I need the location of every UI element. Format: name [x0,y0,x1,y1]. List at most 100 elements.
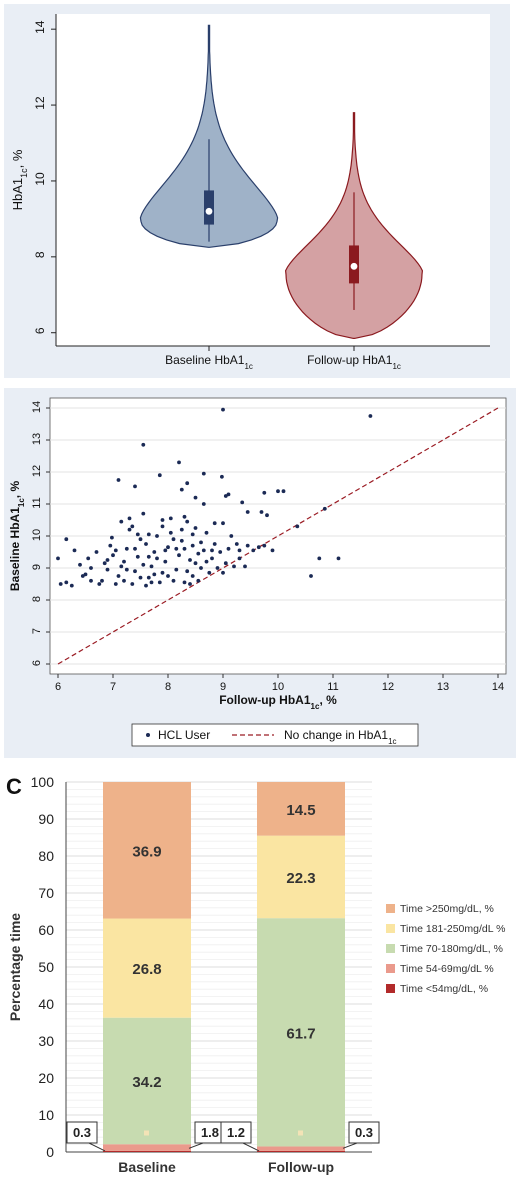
callout-leader [88,1142,106,1152]
data-point [160,524,165,529]
callout-label: 0.3 [73,1125,91,1140]
x-tick-label: 14 [492,681,504,693]
stacked-bar-chart: 0 10 20 30 40 50 60 70 80 90 100 Percentage time Bas… [7,774,505,1175]
legend-swatch [386,964,395,973]
bar-segment [103,1144,191,1151]
data-point [133,569,137,574]
data-point [245,543,250,548]
x-tick-label: Follow-up HbA11c [307,353,401,371]
data-point [116,478,121,482]
data-point [105,567,110,572]
data-point [201,471,206,476]
data-label: 14.5 [286,802,315,819]
data-point [229,534,234,538]
y-tick-label: 90 [38,811,54,827]
x-tick-label: 6 [55,681,61,693]
data-point [262,490,267,495]
data-point [155,556,159,561]
data-point [220,474,224,479]
data-point [105,558,110,562]
y-tick-label: 100 [31,774,55,790]
legend-label-hcl: HCL User [158,728,210,742]
callout-box [220,1121,252,1144]
y-tick-label: 70 [38,885,54,901]
data-point [221,521,225,526]
x-tick-label: Baseline HbA11c [165,353,253,371]
x-tick-label: 11 [327,681,338,693]
data-point [226,546,231,551]
y-tick-label: 20 [38,1070,54,1086]
y-tick-label: 40 [38,996,54,1012]
bar-segment [103,1150,191,1152]
data-point [157,580,162,585]
data-point [204,559,209,564]
data-point [251,548,256,553]
data-point [113,548,118,553]
y-tick-label: 6 [31,660,43,666]
y-tick-label: 12 [33,96,47,110]
data-label: 61.7 [286,1025,315,1042]
legend-swatch [386,924,395,933]
data-point [179,538,184,543]
bar-segment [103,782,191,919]
data-point [135,554,140,559]
x-tick-label: 13 [437,681,449,693]
data-point [100,578,104,583]
data-point [113,582,118,586]
data-point [185,481,190,486]
data-point [196,578,201,583]
data-point [86,556,91,561]
data-point [168,530,173,535]
median-marker [350,262,358,270]
data-point [64,580,69,585]
y-axis-title: HbA11c, % [10,149,29,210]
data-point [212,542,217,546]
panel-label-c: C [6,774,22,799]
segment-marker [298,1130,303,1136]
data-point [174,567,179,572]
y-tick-label: 80 [38,848,54,864]
data-label: 34.2 [132,1074,161,1091]
y-tick-label: 12 [31,465,43,477]
data-label: 22.3 [286,870,315,887]
x-axis-title: Follow-up HbA11c, % [219,693,337,711]
data-point [78,562,82,567]
y-tick-label: 11 [31,497,43,508]
data-point [152,550,157,554]
data-point [160,570,165,575]
data-point [146,554,151,559]
data-point [265,513,269,518]
median-marker [205,207,213,215]
data-point [166,545,170,550]
data-point [133,546,137,551]
data-point [144,542,148,546]
bar-segment [257,835,345,919]
data-point [160,518,165,522]
legend-label-line: No change in HbA11c [284,728,397,746]
bar-segment [257,1150,345,1152]
data-point [243,564,247,569]
data-point [336,556,341,561]
y-tick-label: 8 [31,596,43,602]
data-point [141,442,146,447]
callout-leader [242,1142,260,1152]
data-point [221,407,225,412]
callout-box [66,1121,98,1144]
data-point [171,578,176,583]
bar-segment [257,782,345,836]
bar-segment [103,1017,191,1145]
data-point [368,414,373,418]
y-axis-title: Percentage time [7,913,23,1021]
callout-label: 1.8 [201,1125,219,1140]
data-point [138,537,143,542]
data-point [110,535,114,540]
y-tick-label: 10 [38,1107,54,1123]
data-point [177,460,181,465]
x-tick-label: Follow-up [268,1159,334,1175]
data-point [97,582,102,586]
x-tick-label: 7 [110,681,116,693]
data-point [179,527,184,532]
data-point [196,551,201,556]
y-tick-label: 50 [38,959,54,975]
data-point [177,553,181,558]
